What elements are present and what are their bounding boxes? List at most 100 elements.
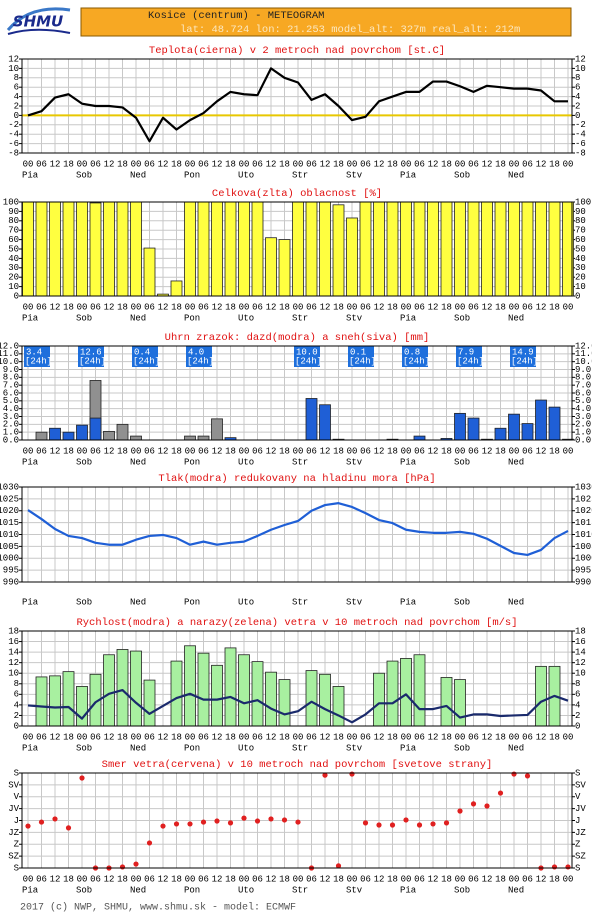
hour-label: 06 xyxy=(414,159,425,169)
plot-frame xyxy=(21,486,573,583)
point xyxy=(524,773,531,779)
hour-label: 12 xyxy=(104,874,115,884)
hour-label: 12 xyxy=(266,446,277,456)
y-tick-label: Z xyxy=(14,840,20,850)
point xyxy=(497,790,504,796)
y-tick-label: 70 xyxy=(575,226,586,236)
hour-label: 12 xyxy=(374,874,385,884)
hour-label: 00 xyxy=(77,732,88,742)
bar xyxy=(440,201,453,297)
day-label: Sob xyxy=(76,457,92,467)
y-tick-label: JZ xyxy=(575,828,586,838)
daily-total-box xyxy=(294,346,320,367)
day-label: Str xyxy=(292,170,308,180)
daily-total-box xyxy=(132,346,158,367)
hour-label: 06 xyxy=(360,732,371,742)
y-tick-label: 990 xyxy=(3,577,19,587)
y-tick-label: 1020 xyxy=(0,506,19,516)
bar xyxy=(197,435,210,441)
hour-label: 00 xyxy=(563,732,574,742)
hour-label: 12 xyxy=(374,732,385,742)
hour-label: 18 xyxy=(171,732,182,742)
plot-frame xyxy=(21,201,573,297)
bar xyxy=(184,645,196,727)
hour-label: 00 xyxy=(131,732,142,742)
bar xyxy=(49,201,61,297)
y-tick-label: S xyxy=(575,768,580,778)
hour-label: 12 xyxy=(104,302,115,312)
bar xyxy=(224,201,237,297)
bar xyxy=(116,649,129,727)
hour-label: 00 xyxy=(131,874,142,884)
daily-total-period: [24h] xyxy=(511,356,538,366)
hour-label: 06 xyxy=(198,302,209,312)
point xyxy=(200,819,207,825)
hour-label: 18 xyxy=(333,874,344,884)
hour-label: 06 xyxy=(414,732,425,742)
hour-label: 06 xyxy=(36,302,47,312)
day-label: Sob xyxy=(454,457,470,467)
bar xyxy=(467,201,480,297)
hour-label: 18 xyxy=(441,302,452,312)
point xyxy=(254,818,261,824)
hour-label: 06 xyxy=(522,874,533,884)
point xyxy=(52,816,58,822)
hour-label: 00 xyxy=(347,302,358,312)
y-tick-label: 8 xyxy=(14,679,19,689)
panel-title: Rychlost(modra) a narazy(zelena) vetra v… xyxy=(76,617,517,629)
day-label: Uto xyxy=(238,743,254,753)
hour-label: 18 xyxy=(117,874,128,884)
y-tick-label: 100 xyxy=(3,197,19,207)
bar xyxy=(76,424,88,441)
hour-label: 00 xyxy=(131,302,142,312)
bar xyxy=(170,660,183,727)
y-tick-label: 0.0 xyxy=(575,435,591,445)
y-tick-label: 10 xyxy=(8,282,19,292)
hour-label: 00 xyxy=(401,302,412,312)
hour-label: 00 xyxy=(401,874,412,884)
day-label: Ned xyxy=(508,170,524,180)
day-label: Pon xyxy=(184,313,200,323)
hour-label: 06 xyxy=(306,732,317,742)
y-tick-label: 20 xyxy=(575,273,586,283)
footer: 2017 (c) NWP, SHMU, www.shmu.sk - model:… xyxy=(20,902,296,913)
y-tick-label: 16 xyxy=(8,637,19,647)
day-label: Stv xyxy=(346,170,363,180)
y-tick-label: 50 xyxy=(575,244,586,254)
day-label: Ned xyxy=(508,743,524,753)
hour-label: 18 xyxy=(333,732,344,742)
y-tick-label: 40 xyxy=(8,254,19,264)
bar xyxy=(292,201,304,297)
hour-label: 00 xyxy=(293,302,304,312)
hour-label: 18 xyxy=(495,732,506,742)
y-tick-label: 8.0 xyxy=(3,373,19,383)
bar xyxy=(35,201,48,297)
day-label: Ned xyxy=(130,457,146,467)
day-label: Sob xyxy=(76,597,92,607)
day-label: Pia xyxy=(22,457,39,467)
y-tick-label: 1030 xyxy=(575,482,592,492)
hour-label: 18 xyxy=(225,302,236,312)
y-tick-label: S xyxy=(14,768,19,778)
y-tick-label: 1010 xyxy=(0,530,19,540)
point xyxy=(389,822,396,828)
hour-label: 00 xyxy=(293,159,304,169)
hour-label: 06 xyxy=(306,302,317,312)
y-tick-label: 12 xyxy=(575,54,586,64)
plot-frame xyxy=(21,772,573,869)
hour-label: 06 xyxy=(90,874,101,884)
hour-label: 06 xyxy=(252,302,263,312)
hour-label: 00 xyxy=(23,874,34,884)
point xyxy=(160,823,166,829)
bar xyxy=(251,661,264,727)
hour-label: 18 xyxy=(225,874,236,884)
y-tick-label: 1005 xyxy=(0,542,19,552)
daily-total-label: 4.0 xyxy=(188,347,204,357)
day-label: Ned xyxy=(130,743,146,753)
line xyxy=(27,502,569,557)
bar xyxy=(373,672,385,727)
bar xyxy=(211,664,223,727)
hour-label: 06 xyxy=(198,874,209,884)
y-tick-label: 2 xyxy=(575,711,580,721)
hour-label: 12 xyxy=(158,732,169,742)
